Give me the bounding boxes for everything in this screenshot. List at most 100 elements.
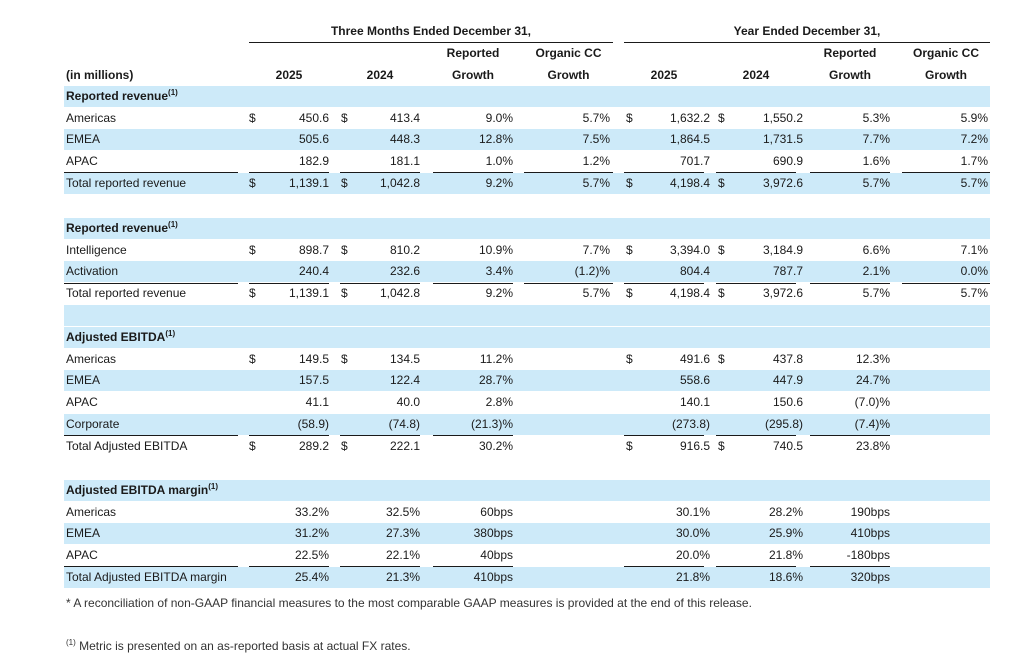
table-cell-y24: 1,550.2 bbox=[762, 110, 803, 125]
table-cell-qrg: 60bps bbox=[480, 504, 513, 519]
section-title-footnote-marker: (1) bbox=[168, 88, 178, 97]
table-cell-qrg: (21.3)% bbox=[470, 416, 513, 431]
table-cell-q25: 157.5 bbox=[298, 373, 329, 388]
dollar-sign: $ bbox=[341, 110, 348, 125]
table-cell-q25: 1,139.1 bbox=[288, 175, 329, 190]
table-row-label: EMEA bbox=[66, 526, 101, 541]
dollar-sign: $ bbox=[341, 351, 348, 366]
table-cell-qrg: 28.7% bbox=[478, 373, 513, 388]
table-cell-y24: 3,184.9 bbox=[762, 242, 803, 257]
table-cell-qrg: 9.0% bbox=[485, 110, 513, 125]
dollar-sign: $ bbox=[249, 175, 256, 190]
table-row-label: Total reported revenue bbox=[66, 175, 187, 190]
table-cell-qrg: 10.9% bbox=[478, 242, 513, 257]
table-cell-q24: 448.3 bbox=[389, 132, 420, 147]
table-cell-qoc: 7.7% bbox=[582, 242, 610, 257]
subtotal-rule-qoc bbox=[524, 172, 613, 174]
table-cell-qrg: 40bps bbox=[480, 548, 513, 563]
header-y-reported-1: Reported bbox=[823, 46, 877, 60]
table-cell-q25: 22.5% bbox=[294, 548, 329, 563]
table-cell-qrg: 1.0% bbox=[485, 154, 513, 169]
table-cell-y24: 25.9% bbox=[768, 526, 803, 541]
table-cell-q25: 33.2% bbox=[294, 504, 329, 519]
table-cell-y25: 30.1% bbox=[675, 504, 710, 519]
table-cell-yrg: 12.3% bbox=[855, 351, 890, 366]
table-cell-q24: 810.2 bbox=[389, 242, 420, 257]
header-q-reported-2: Growth bbox=[452, 68, 494, 82]
subtotal-rule-yrg bbox=[810, 172, 890, 174]
dollar-sign: $ bbox=[718, 438, 725, 453]
subtotal-rule-qrg bbox=[433, 282, 513, 284]
table-cell-yrg: 1.6% bbox=[862, 154, 890, 169]
subtotal-rule-y24 bbox=[716, 282, 796, 284]
table-cell-y24: 690.9 bbox=[772, 154, 803, 169]
table-row-label: Corporate bbox=[66, 416, 120, 431]
table-cell-q24: 222.1 bbox=[389, 438, 420, 453]
table-cell-y24: 1,731.5 bbox=[762, 132, 803, 147]
table-cell-yrg: 5.7% bbox=[862, 175, 890, 190]
subtotal-rule-y24 bbox=[716, 172, 796, 174]
subtotal-rule-label bbox=[64, 282, 238, 284]
subtotal-rule-q25 bbox=[249, 435, 329, 436]
section-title-footnote-marker: (1) bbox=[208, 482, 219, 491]
subtotal-rule-qrg bbox=[433, 435, 513, 436]
table-cell-yrg: 7.7% bbox=[862, 132, 890, 147]
table-cell-yoc: 5.7% bbox=[960, 286, 988, 301]
table-cell-q25: 149.5 bbox=[298, 351, 329, 366]
section-title-text: Adjusted EBITDA margin bbox=[66, 483, 209, 497]
footnote-metric-marker: (1) bbox=[66, 638, 76, 647]
footnote-reconciliation: * A reconciliation of non-GAAP financial… bbox=[66, 596, 752, 610]
subtotal-rule-y25 bbox=[624, 435, 704, 436]
table-cell-q25: 182.9 bbox=[298, 154, 329, 169]
table-cell-q25: 505.6 bbox=[298, 132, 329, 147]
table-cell-q25: 1,139.1 bbox=[288, 286, 329, 301]
table-cell-y25: 1,864.5 bbox=[669, 132, 710, 147]
subtotal-rule-y24 bbox=[716, 435, 796, 436]
spacer-band bbox=[64, 304, 990, 326]
dollar-sign: $ bbox=[626, 242, 633, 257]
subtotal-rule-yrg bbox=[810, 435, 890, 436]
section-title: Reported revenue(1) bbox=[66, 218, 178, 239]
table-cell-q24: (74.8) bbox=[388, 416, 420, 431]
table-cell-y25: 491.6 bbox=[679, 351, 710, 366]
subtotal-rule-yrg bbox=[810, 282, 890, 284]
table-cell-yrg: (7.4)% bbox=[854, 416, 890, 431]
table-cell-q24: 32.5% bbox=[385, 504, 420, 519]
table-cell-y24: 21.8% bbox=[768, 548, 803, 563]
dollar-sign: $ bbox=[341, 286, 348, 301]
section-band bbox=[64, 480, 990, 501]
table-cell-y24: 150.6 bbox=[772, 395, 803, 410]
table-cell-yrg: 5.3% bbox=[862, 110, 890, 125]
dollar-sign: $ bbox=[249, 242, 256, 257]
table-cell-y24: 3,972.6 bbox=[762, 286, 803, 301]
table-cell-qrg: 3.4% bbox=[485, 264, 513, 279]
section-title-text: Adjusted EBITDA bbox=[66, 330, 166, 344]
table-cell-q24: 134.5 bbox=[389, 351, 420, 366]
table-cell-yoc: 7.2% bbox=[960, 132, 988, 147]
header-q-organic-1: Organic CC bbox=[535, 46, 602, 60]
table-cell-y25: 3,394.0 bbox=[669, 242, 710, 257]
table-cell-y25: 916.5 bbox=[679, 438, 710, 453]
subtotal-rule-y24 bbox=[716, 566, 796, 568]
header-y-2024: 2024 bbox=[742, 68, 770, 82]
table-cell-q25: 898.7 bbox=[298, 242, 329, 257]
dollar-sign: $ bbox=[249, 286, 256, 301]
table-row-label: APAC bbox=[66, 395, 98, 410]
subtotal-rule-q24 bbox=[340, 282, 420, 284]
table-cell-qrg: 9.2% bbox=[485, 175, 513, 190]
row-band bbox=[64, 172, 990, 194]
header-q-2024: 2024 bbox=[366, 68, 394, 82]
subtotal-rule-label bbox=[64, 435, 238, 436]
table-cell-y25: 140.1 bbox=[679, 395, 710, 410]
table-row-label: Total Adjusted EBITDA bbox=[66, 438, 188, 453]
table-cell-q25: 41.1 bbox=[305, 395, 329, 410]
dollar-sign: $ bbox=[626, 110, 633, 125]
section-title-footnote-marker: (1) bbox=[165, 329, 176, 338]
table-cell-y25: (273.8) bbox=[671, 416, 710, 431]
header-q-reported-1: Reported bbox=[446, 46, 500, 60]
subtotal-rule-q25 bbox=[249, 566, 329, 568]
header-year: Year Ended December 31, bbox=[733, 24, 881, 38]
dollar-sign: $ bbox=[718, 286, 725, 301]
section-title-text: Reported revenue bbox=[66, 221, 169, 235]
table-cell-q24: 1,042.8 bbox=[379, 175, 420, 190]
